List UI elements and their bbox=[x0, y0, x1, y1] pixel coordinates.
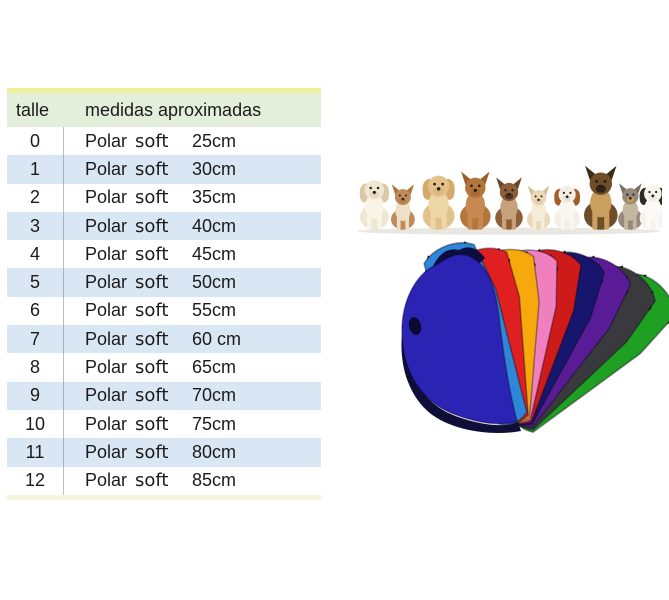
type-label: soft bbox=[135, 357, 169, 379]
size-table-body: 0 Polar soft 25cm 1 Polar soft 30cm 2 Polar s… bbox=[7, 127, 321, 500]
coat-trim bbox=[401, 334, 521, 433]
coat-armhole bbox=[408, 317, 422, 335]
measure-value: 40cm bbox=[192, 215, 237, 236]
measure-value: 45cm bbox=[192, 243, 237, 264]
brand-label: Polar bbox=[85, 357, 128, 378]
dog-cream-chihuahua bbox=[526, 185, 551, 230]
brand-label: Polar bbox=[85, 413, 128, 434]
size-cell: 0 bbox=[7, 127, 64, 156]
table-row: 4 Polar soft 45cm bbox=[7, 240, 321, 269]
measure-value: 60 cm bbox=[192, 328, 242, 349]
size-table: talle medidas aproximadas 0 Polar soft 25c… bbox=[7, 88, 321, 500]
dog-cavalier-spaniel bbox=[554, 186, 581, 230]
brand-label: Polar bbox=[85, 215, 128, 236]
type-label: soft bbox=[135, 272, 169, 294]
dog-french-bulldog bbox=[495, 177, 523, 230]
table-row: 8 Polar soft 65cm bbox=[7, 353, 321, 382]
dog-jack-russell bbox=[639, 184, 662, 230]
table-row: 1 Polar soft 30cm bbox=[7, 155, 321, 184]
table-row: 0 Polar soft 25cm bbox=[7, 127, 321, 156]
measure-value: 70cm bbox=[192, 385, 237, 406]
table-row: 5 Polar soft 50cm bbox=[7, 268, 321, 297]
type-label: soft bbox=[135, 187, 169, 209]
size-cell: 4 bbox=[7, 240, 64, 269]
size-cell: 7 bbox=[7, 325, 64, 354]
measure-value: 55cm bbox=[192, 300, 237, 321]
size-cell: 6 bbox=[7, 296, 64, 326]
measure-value: 35cm bbox=[192, 187, 237, 208]
type-label: soft bbox=[135, 130, 169, 152]
coat-royal-blue-front bbox=[401, 247, 521, 433]
table-row: 3 Polar soft 40cm bbox=[7, 211, 321, 241]
dog-bulldog bbox=[359, 180, 390, 230]
measure-value: 30cm bbox=[192, 158, 237, 179]
measure-value: 75cm bbox=[192, 413, 237, 434]
measure-value: 65cm bbox=[192, 357, 237, 378]
dog-german-shepherd bbox=[583, 165, 618, 230]
brand-label: Polar bbox=[85, 470, 128, 491]
table-row: 7 Polar soft 60 cm bbox=[7, 325, 321, 354]
size-cell: 5 bbox=[7, 268, 64, 297]
header-size-column: talle bbox=[16, 99, 50, 120]
size-cell: 3 bbox=[7, 211, 64, 241]
coat-fan-illustration bbox=[401, 234, 669, 434]
table-row: 2 Polar soft 35cm bbox=[7, 183, 321, 212]
table-row: 9 Polar soft 70cm bbox=[7, 381, 321, 410]
dog-golden-retriever bbox=[422, 175, 455, 230]
size-cell: 12 bbox=[7, 466, 64, 495]
brand-label: Polar bbox=[85, 187, 128, 208]
type-label: soft bbox=[135, 300, 169, 322]
type-label: soft bbox=[135, 243, 169, 265]
size-table-header: talle medidas aproximadas bbox=[7, 88, 321, 127]
brand-label: Polar bbox=[85, 441, 128, 462]
coat-royal-blue bbox=[401, 253, 518, 425]
brand-label: Polar bbox=[85, 243, 128, 264]
table-row: 12 Polar soft 85cm bbox=[7, 466, 321, 495]
size-cell: 1 bbox=[7, 155, 64, 184]
type-label: soft bbox=[135, 413, 169, 435]
type-label: soft bbox=[135, 470, 169, 492]
size-cell: 9 bbox=[7, 381, 64, 410]
brand-label: Polar bbox=[85, 328, 128, 349]
type-label: soft bbox=[135, 385, 169, 407]
measure-value: 80cm bbox=[192, 441, 237, 462]
measure-value: 25cm bbox=[192, 130, 237, 151]
type-label: soft bbox=[135, 158, 169, 180]
size-cell: 2 bbox=[7, 183, 64, 212]
table-row: 10 Polar soft 75cm bbox=[7, 409, 321, 439]
dog-yorkshire-terrier bbox=[618, 183, 643, 230]
brand-label: Polar bbox=[85, 385, 128, 406]
dog-chihuahua bbox=[390, 184, 415, 230]
size-cell: 11 bbox=[7, 438, 64, 467]
size-cell: 8 bbox=[7, 353, 64, 382]
type-label: soft bbox=[135, 441, 169, 463]
dog-terrier bbox=[460, 171, 491, 230]
table-row: 6 Polar soft 55cm bbox=[7, 296, 321, 326]
header-measures-column: medidas aproximadas bbox=[85, 99, 262, 120]
type-label: soft bbox=[135, 215, 169, 237]
dogs-lineup-illustration bbox=[357, 165, 662, 235]
brand-label: Polar bbox=[85, 272, 128, 293]
size-cell: 10 bbox=[7, 409, 64, 439]
brand-label: Polar bbox=[85, 158, 128, 179]
table-row: 11 Polar soft 80cm bbox=[7, 438, 321, 467]
brand-label: Polar bbox=[85, 300, 128, 321]
measure-value: 85cm bbox=[192, 470, 237, 491]
measure-value: 50cm bbox=[192, 272, 237, 293]
type-label: soft bbox=[135, 328, 169, 350]
brand-label: Polar bbox=[85, 130, 128, 151]
